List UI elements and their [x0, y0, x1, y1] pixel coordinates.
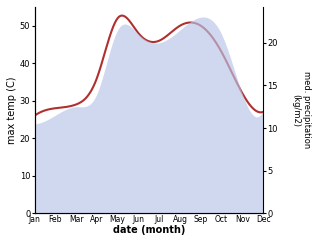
X-axis label: date (month): date (month) — [113, 225, 185, 235]
Y-axis label: max temp (C): max temp (C) — [7, 76, 17, 144]
Y-axis label: med. precipitation
(kg/m2): med. precipitation (kg/m2) — [292, 71, 311, 149]
